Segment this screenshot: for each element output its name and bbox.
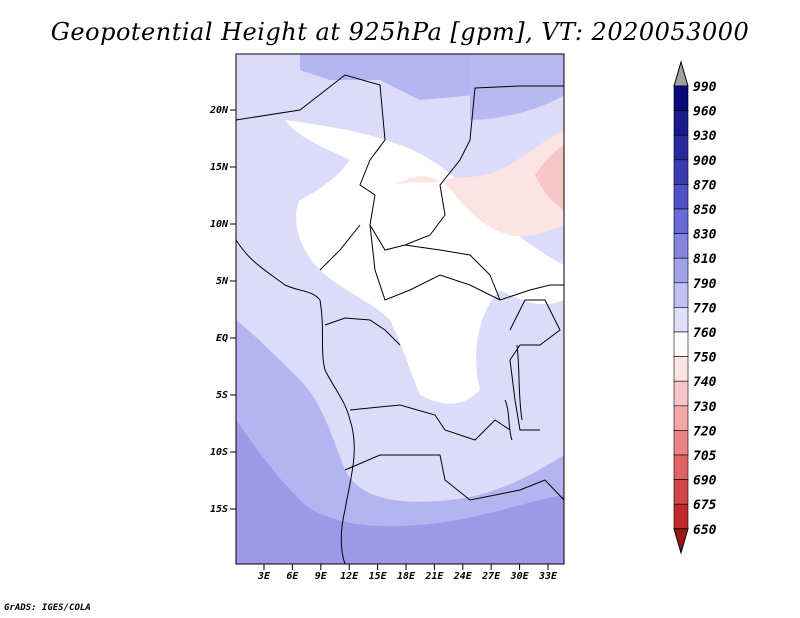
colorbar-label: 850	[693, 203, 717, 218]
colorbar-swatch	[673, 503, 689, 530]
colorbar-swatch	[673, 159, 689, 185]
colorbar-label: 810	[693, 252, 717, 267]
lat-tick-label: 5N	[216, 276, 229, 287]
colorbar-label: 720	[693, 424, 717, 439]
colorbar-label: 650	[693, 523, 717, 538]
lon-tick-label: 15E	[369, 571, 388, 582]
colorbar-label: 690	[693, 474, 717, 489]
colorbar-label: 760	[693, 326, 717, 341]
colorbar-swatch	[673, 307, 689, 333]
great-lakes	[504, 344, 523, 441]
colorbar-swatch	[673, 208, 689, 234]
field-region-north	[300, 54, 475, 100]
field-region-white	[285, 120, 564, 404]
lat-tick-label: 15N	[210, 162, 229, 173]
colorbar-swatch	[673, 85, 689, 111]
lat-tick-label: 10S	[210, 447, 228, 458]
colorbar-over-arrow	[673, 60, 689, 87]
colorbar-label: 730	[693, 400, 717, 415]
colorbar-label: 930	[693, 129, 717, 144]
field-region-pink-deep	[535, 145, 564, 210]
colorbar-swatch	[673, 356, 689, 382]
colorbar-swatch	[673, 479, 689, 505]
field-region-northeast	[470, 54, 564, 120]
lon-tick-label: 24E	[453, 571, 473, 582]
border-lines-east	[509, 299, 561, 431]
lat-tick-label: 20N	[209, 105, 229, 116]
colorbar-swatch	[673, 282, 689, 308]
colorbar-label: 705	[693, 449, 717, 464]
coastline	[236, 239, 355, 564]
colorbar-swatch	[673, 454, 689, 480]
colorbar-label: 870	[693, 178, 717, 193]
lon-tick-label: 30E	[510, 571, 530, 582]
colorbar-swatch	[673, 331, 689, 357]
colorbar-swatch	[673, 110, 689, 136]
map-frame	[235, 53, 565, 565]
lon-tick-label: 3E	[257, 571, 271, 582]
map-title: Geopotential Height at 925hPa [gpm], VT:…	[50, 18, 750, 46]
lon-tick-label: 6E	[286, 571, 299, 582]
colorbar-label: 750	[693, 351, 717, 366]
colorbar-swatch	[673, 430, 689, 456]
field-region-pink	[395, 130, 564, 237]
colorbar-label: 900	[693, 154, 717, 169]
colorbar-label: 675	[693, 498, 717, 513]
colorbar-label: 990	[693, 80, 717, 95]
lat-tick-label: 10N	[210, 219, 229, 230]
colorbar-label: 960	[693, 105, 717, 120]
colorbar-swatch	[673, 134, 689, 161]
colorbar: 990 960 930 900 870 850 830 810 790 770 760 750 740 7…	[673, 60, 717, 555]
lon-tick-label: 33E	[538, 571, 558, 582]
colorbar-under-arrow	[673, 528, 689, 555]
lat-tick-label: 5S	[216, 390, 228, 401]
border-lines-central	[319, 224, 564, 301]
grads-credit: GrADS: IGES/COLA	[4, 603, 91, 613]
colorbar-label: 790	[693, 277, 717, 292]
latitude-ticks: 20N 15N 10N 5N EQ 5S 10S 15S	[209, 105, 236, 515]
lat-tick-label: EQ	[216, 333, 228, 344]
border-lines-north	[236, 74, 564, 251]
geopotential-field	[236, 54, 564, 564]
colorbar-swatch	[673, 380, 689, 407]
lon-tick-label: 21E	[424, 571, 444, 582]
colorbar-swatch	[673, 405, 689, 431]
lon-tick-label: 9E	[315, 571, 328, 582]
colorbar-label: 740	[693, 375, 717, 390]
country-borders	[236, 74, 564, 564]
lon-tick-label: 27E	[481, 571, 501, 582]
colorbar-label: 770	[693, 301, 717, 316]
colorbar-swatch	[673, 233, 689, 259]
lat-tick-label: 15S	[210, 504, 228, 515]
field-region-south	[236, 320, 564, 564]
lon-tick-label: 18E	[397, 571, 416, 582]
colorbar-label: 830	[693, 228, 717, 243]
longitude-ticks: 3E 6E 9E 12E 15E 18E 21E 24E 27E 30E 33E	[257, 564, 558, 582]
border-lines-south	[324, 317, 564, 501]
field-region-far-south	[236, 420, 564, 564]
colorbar-swatch	[673, 184, 689, 210]
colorbar-swatch	[673, 257, 689, 284]
lon-tick-label: 12E	[340, 571, 359, 582]
